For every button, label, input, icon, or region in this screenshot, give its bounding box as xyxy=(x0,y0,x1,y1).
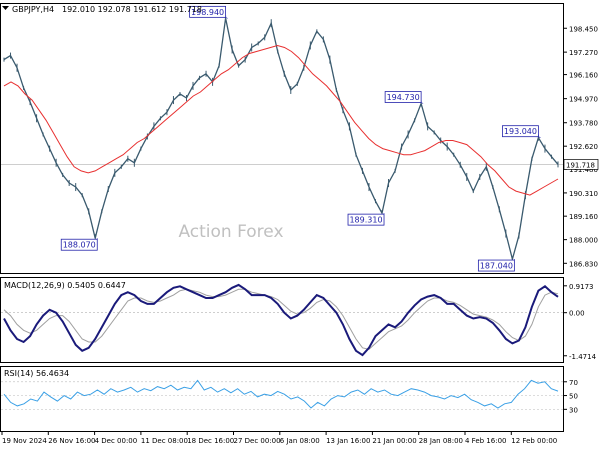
price-annotation-leader xyxy=(420,102,424,104)
time-tick-label-0: 19 Nov 2024 xyxy=(2,437,47,445)
price-tick-label-5: 192.620 xyxy=(569,143,598,151)
price-tick-label-4: 193.780 xyxy=(569,120,598,128)
watermark: Action Forex xyxy=(178,222,283,242)
symbol-arrow-icon xyxy=(2,6,9,10)
price-annotation-label-3: 189.310 xyxy=(349,216,382,225)
price-tick-label-8: 189.160 xyxy=(569,213,598,221)
last-price-label: 191.718 xyxy=(566,161,595,169)
rsi-title: RSI(14) 56.4634 xyxy=(4,369,69,378)
price-annotation-box xyxy=(477,259,515,272)
macd-series-layer xyxy=(3,283,559,357)
rsi-gridlines xyxy=(1,381,563,410)
macd-tick-label-0: 0.9173 xyxy=(569,283,594,291)
rsi-axis-ticks: 70 50 30 xyxy=(563,379,578,414)
time-tick-label-1: 26 Nov 16:00 xyxy=(48,437,95,445)
price-tick-label-0: 198.450 xyxy=(569,25,598,33)
time-tick-label-9: 28 Jan 08:00 xyxy=(419,437,463,445)
macd-panel-frame xyxy=(0,277,564,363)
ohlc-values: 192.010 192.078 191.612 191.718 xyxy=(62,5,202,14)
macd-line xyxy=(3,283,559,357)
price-annotation-box xyxy=(189,5,227,18)
time-tick-label-5: 27 Dec 00:00 xyxy=(234,437,281,445)
rsi-tick-label-2: 30 xyxy=(569,406,578,414)
price-tick-label-10: 186.830 xyxy=(569,260,598,268)
time-tick-label-8: 21 Jan 00:00 xyxy=(372,437,416,445)
rsi-panel-frame xyxy=(0,366,564,432)
price-annotation-leader xyxy=(538,136,541,138)
rsi-series-layer xyxy=(3,379,559,409)
macd-tick-label-1: 0.00 xyxy=(569,310,585,318)
time-tick-label-6: 6 Jan 08:00 xyxy=(280,437,320,445)
macd-tick-label-2: -1.4714 xyxy=(569,353,597,361)
price-annotation-label-2: 193.040 xyxy=(504,127,537,136)
time-tick-label-10: 4 Feb 16:00 xyxy=(465,437,506,445)
time-tick-label-3: 11 Dec 08:00 xyxy=(141,437,188,445)
price-series-layer xyxy=(3,15,559,262)
price-annotation-box xyxy=(502,125,539,138)
price-axis-ticks: 198.450 197.270 196.160 194.970 193.780 192.6… xyxy=(563,25,598,268)
price-tick-label-9: 188.000 xyxy=(569,237,598,245)
price-annotation-label-4: 188.070 xyxy=(63,241,96,250)
time-axis: 19 Nov 2024 26 Nov 16:00 4 Dec 00:00 11 Dec… xyxy=(1,431,557,445)
macd-signal-line xyxy=(3,288,559,350)
price-panel-frame xyxy=(0,3,564,274)
moving-average-line xyxy=(3,44,559,196)
rsi-tick-label-0: 70 xyxy=(569,379,578,387)
time-tick-label-4: 18 Dec 16:00 xyxy=(187,437,234,445)
price-annotation-leader xyxy=(225,17,228,19)
price-annotations: 198.940 194.730 193.040 189.310 188.070 187.0… xyxy=(60,5,541,272)
price-annotation-label-0: 198.940 xyxy=(191,8,224,17)
price-line xyxy=(3,18,559,262)
price-annotation-box xyxy=(347,213,385,226)
chart-header: GBPJPY,H4 192.010 192.078 191.612 191.71… xyxy=(2,5,202,14)
last-price-box xyxy=(563,159,599,170)
time-tick-label-7: 13 Jan 16:00 xyxy=(326,437,370,445)
macd-title: MACD(12,26,9) 0.5405 0.6447 xyxy=(4,281,126,290)
price-annotation-label-5: 187.040 xyxy=(480,262,513,271)
price-annotation-box xyxy=(60,238,98,251)
time-tick-label-11: 12 Feb 00:00 xyxy=(511,437,557,445)
macd-axis-ticks: 0.9173 0.00 -1.4714 xyxy=(563,283,597,361)
rsi-line xyxy=(3,379,559,409)
price-tick-label-6: 191.480 xyxy=(569,166,598,174)
price-annotation-box xyxy=(384,91,422,103)
price-tick-label-2: 196.160 xyxy=(569,72,598,80)
price-tick-label-7: 190.310 xyxy=(569,190,598,198)
last-price-tag: 191.718 xyxy=(563,159,599,170)
symbol-label: GBPJPY,H4 xyxy=(12,5,54,14)
price-tick-label-3: 194.970 xyxy=(569,96,598,104)
price-annotation-label-1: 194.730 xyxy=(387,93,420,102)
time-tick-label-2: 4 Dec 00:00 xyxy=(95,437,138,445)
price-tick-label-1: 197.270 xyxy=(569,49,598,57)
rsi-tick-label-1: 50 xyxy=(569,393,578,401)
